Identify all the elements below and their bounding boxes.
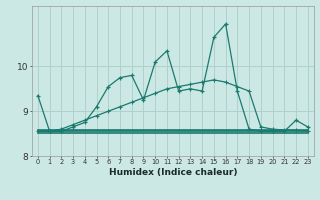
X-axis label: Humidex (Indice chaleur): Humidex (Indice chaleur) bbox=[108, 168, 237, 177]
